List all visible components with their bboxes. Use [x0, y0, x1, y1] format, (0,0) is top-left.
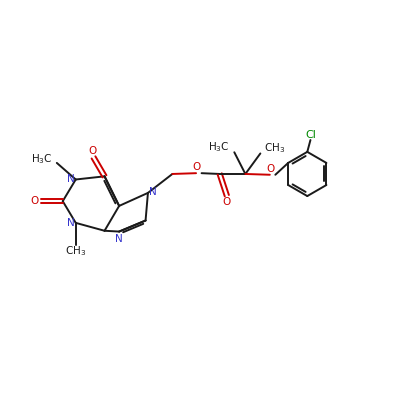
Text: Cl: Cl: [306, 130, 317, 140]
Text: N: N: [67, 218, 75, 228]
Text: O: O: [31, 196, 39, 206]
Text: N: N: [67, 174, 75, 184]
Text: H$_3$C: H$_3$C: [208, 140, 230, 154]
Text: O: O: [88, 146, 97, 156]
Text: O: O: [192, 162, 200, 172]
Text: N: N: [149, 187, 156, 197]
Text: N: N: [115, 234, 123, 244]
Text: CH$_3$: CH$_3$: [65, 244, 86, 258]
Text: O: O: [223, 197, 231, 207]
Text: O: O: [266, 164, 274, 174]
Text: CH$_3$: CH$_3$: [264, 142, 286, 155]
Text: H$_3$C: H$_3$C: [30, 152, 52, 166]
